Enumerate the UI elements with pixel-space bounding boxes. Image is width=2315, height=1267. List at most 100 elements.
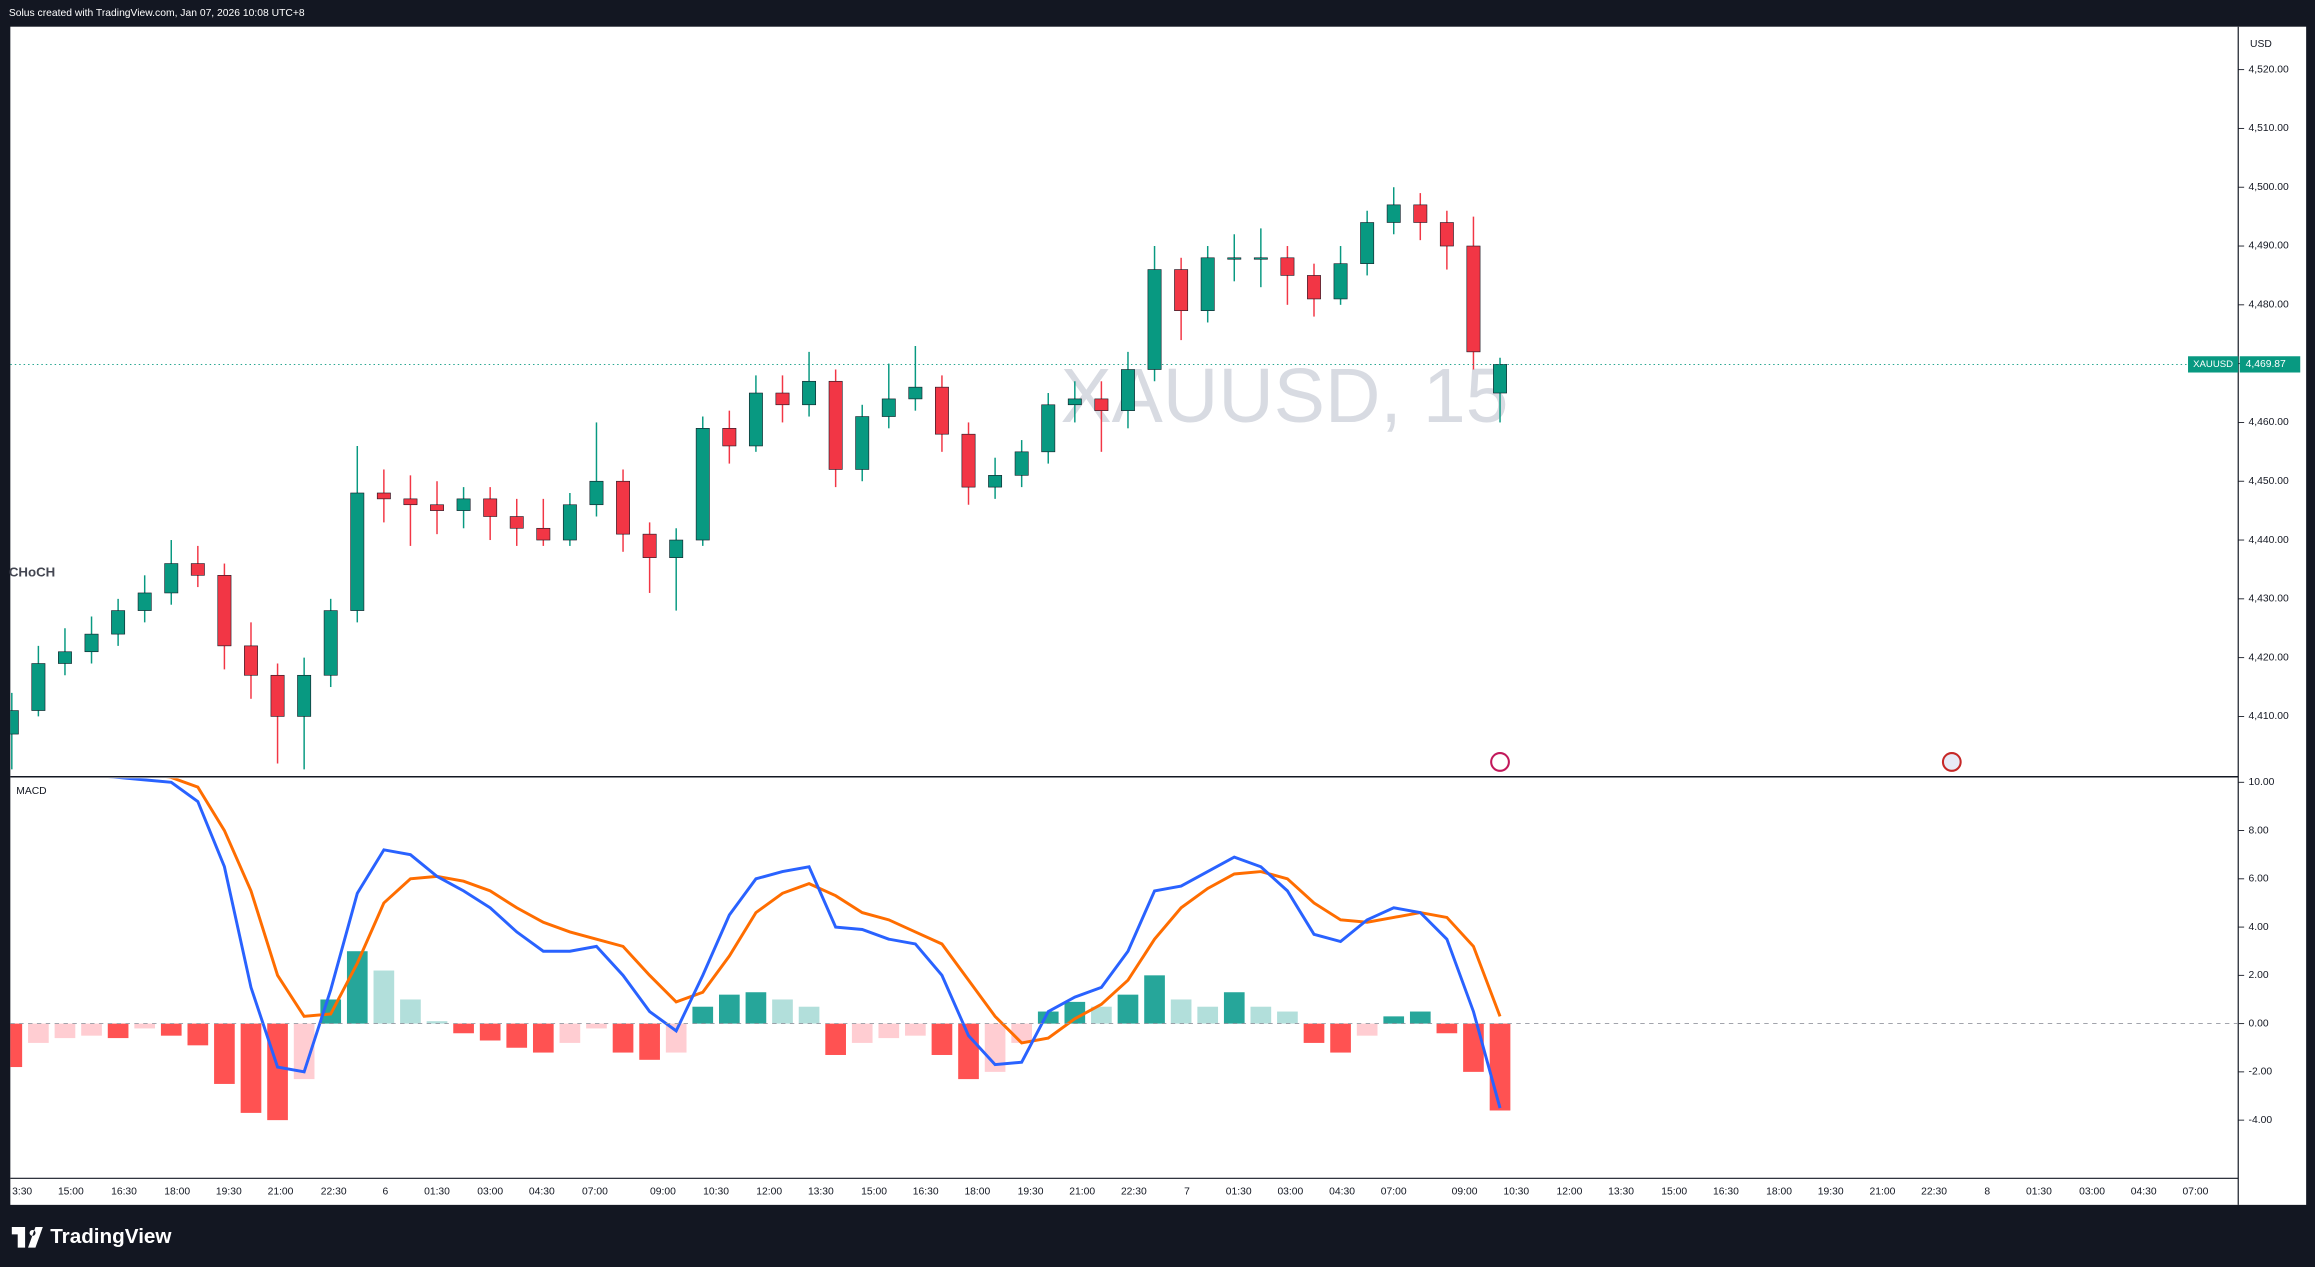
header-text: Solus created with TradingView.com, Jan …	[9, 8, 305, 19]
histogram-bar	[1170, 999, 1192, 1024]
x-tick-label: 18:00	[1766, 1186, 1792, 1197]
histogram-bar	[692, 1006, 714, 1024]
x-tick-label: 03:00	[477, 1186, 503, 1197]
candle-body	[748, 392, 763, 447]
candle-body	[1439, 222, 1454, 247]
histogram-bar	[825, 1023, 846, 1055]
histogram-bar	[1250, 1006, 1272, 1024]
x-tick-label: 6	[382, 1186, 388, 1197]
candle-body	[217, 575, 232, 647]
y-tick-label: 4.00	[2249, 922, 2269, 933]
y-tick-label: -4.00	[2249, 1115, 2273, 1126]
histogram-bar	[665, 1023, 687, 1053]
event-icon[interactable]	[1490, 752, 1510, 772]
symbol-label: XAUUSD	[2193, 359, 2233, 370]
candle-body	[1280, 257, 1295, 276]
histogram-bar	[400, 999, 421, 1024]
histogram-bar	[639, 1023, 660, 1060]
histogram-bar	[931, 1023, 953, 1055]
histogram-bar	[1383, 1016, 1405, 1024]
candle-body	[58, 651, 72, 664]
candle-body	[244, 645, 258, 676]
candle-body	[1493, 364, 1507, 394]
x-tick-label: 07:00	[582, 1186, 608, 1197]
histogram-bar	[905, 1023, 926, 1036]
x-tick-label: 07:00	[1381, 1186, 1407, 1197]
candle-body	[589, 480, 604, 506]
histogram-bar	[1303, 1023, 1325, 1043]
x-tick-label: 16:30	[1713, 1186, 1739, 1197]
x-tick-label: 15:00	[861, 1186, 887, 1197]
candle-body	[536, 527, 551, 541]
x-tick-label: 22:30	[321, 1186, 347, 1197]
candle-body	[961, 433, 976, 488]
candle-body	[1333, 263, 1348, 300]
histogram-bar	[1463, 1023, 1484, 1072]
x-tick-label: 21:00	[1069, 1186, 1095, 1197]
x-tick-label: 13:30	[808, 1186, 834, 1197]
candle-body	[616, 480, 630, 535]
histogram-bar	[1197, 1006, 1219, 1024]
candle-body	[31, 663, 46, 711]
candle-body	[1174, 269, 1189, 312]
candle-body	[695, 428, 710, 541]
candle-body	[137, 592, 152, 611]
flag-icon[interactable]	[1941, 752, 1962, 772]
candle-body	[1413, 204, 1428, 223]
histogram-bar	[1144, 975, 1165, 1024]
candle-body	[10, 710, 19, 735]
candle-body	[988, 475, 1003, 488]
x-tick-label: 21:00	[1869, 1186, 1895, 1197]
y-tick-label: 4,420.00	[2249, 652, 2289, 663]
histogram-bar	[373, 970, 395, 1024]
candle-body	[403, 498, 418, 506]
x-tick-label: 12:00	[756, 1186, 782, 1197]
candle-body	[1466, 245, 1481, 353]
histogram-bar	[1436, 1023, 1458, 1034]
x-tick-label: 16:30	[111, 1186, 137, 1197]
x-tick-label: 22:30	[1921, 1186, 1947, 1197]
x-tick-label: 15:00	[58, 1186, 84, 1197]
candle-body	[802, 380, 817, 406]
histogram-bar	[559, 1023, 581, 1043]
x-tick-label: 18:00	[964, 1186, 990, 1197]
price-pane	[10, 187, 1507, 770]
candle-body	[297, 674, 312, 717]
candle-body	[350, 492, 365, 611]
x-tick-label: 01:30	[424, 1186, 450, 1197]
y-tick-label: 2.00	[2249, 970, 2269, 981]
histogram-bar	[134, 1023, 156, 1029]
candle-body	[1067, 398, 1082, 406]
x-tick-label: 15:00	[1661, 1186, 1687, 1197]
histogram-bar	[453, 1023, 474, 1034]
candle-body	[323, 610, 338, 676]
x-tick-label: 10:30	[1503, 1186, 1529, 1197]
candle-body	[935, 386, 949, 435]
histogram-bar	[586, 1023, 607, 1029]
candle-body	[1253, 257, 1268, 260]
x-tick-label: 01:30	[2026, 1186, 2052, 1197]
candle-body	[669, 539, 684, 558]
symbol-tag	[2188, 356, 2239, 373]
histogram-bar	[426, 1021, 448, 1024]
x-tick-label: 09:00	[650, 1186, 676, 1197]
signal-line	[166, 778, 1502, 1045]
logo-mark	[11, 1227, 43, 1248]
candle-body	[430, 504, 444, 511]
candle-body	[456, 498, 471, 511]
x-tick-label: 03:00	[1277, 1186, 1303, 1197]
y-tick-label: 10.00	[2249, 777, 2275, 788]
x-tick-label: 19:30	[1818, 1186, 1844, 1197]
candle-body	[1200, 257, 1215, 312]
histogram-bar	[1091, 1006, 1112, 1024]
x-tick-label: 18:00	[164, 1186, 190, 1197]
watermark: XAUUSD, 15	[1060, 354, 1508, 439]
currency-label: USD	[2250, 39, 2272, 50]
candle-body	[908, 386, 923, 400]
candle-body	[164, 563, 179, 594]
histogram-bar	[719, 994, 740, 1024]
candle-body	[1094, 398, 1109, 411]
histogram-bar	[346, 951, 368, 1024]
histogram-bar	[1330, 1023, 1351, 1053]
x-tick-label: 19:30	[1018, 1186, 1044, 1197]
